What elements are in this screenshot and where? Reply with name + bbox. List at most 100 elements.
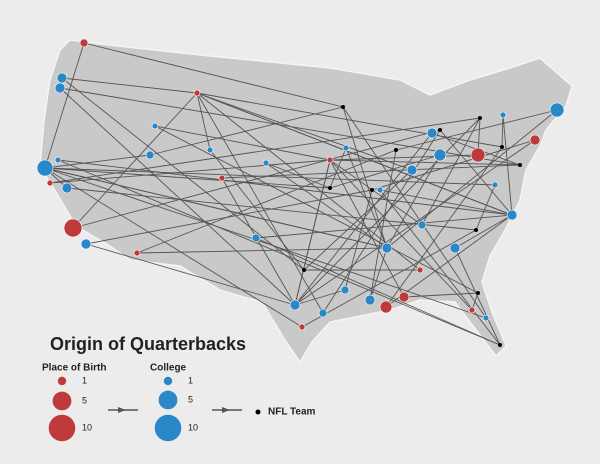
route xyxy=(439,129,513,216)
map-marker xyxy=(262,159,270,167)
map-marker xyxy=(433,148,447,162)
map-marker xyxy=(193,89,201,97)
route xyxy=(44,167,388,249)
route xyxy=(342,106,487,319)
map-marker xyxy=(449,242,461,254)
markers xyxy=(36,38,565,347)
route xyxy=(475,184,496,231)
team-dot xyxy=(438,128,442,132)
legend-label: 5 xyxy=(188,394,193,404)
map-marker xyxy=(289,299,301,311)
legend-label: 1 xyxy=(188,375,193,385)
route xyxy=(136,247,388,254)
route xyxy=(329,159,423,226)
map-marker xyxy=(326,156,334,164)
route xyxy=(454,247,501,346)
legend-label: 5 xyxy=(82,395,87,405)
team-dot xyxy=(474,228,478,232)
route xyxy=(294,159,331,306)
route xyxy=(44,42,85,169)
route xyxy=(379,189,501,346)
map-marker xyxy=(54,82,66,94)
route xyxy=(294,289,346,306)
legend-marker xyxy=(48,414,76,442)
map-marker xyxy=(80,238,92,250)
route xyxy=(196,92,503,148)
route xyxy=(501,114,504,148)
route xyxy=(255,214,513,239)
route xyxy=(59,87,296,306)
map-marker xyxy=(340,285,350,295)
route xyxy=(329,154,479,161)
map-marker xyxy=(491,181,499,189)
route xyxy=(196,92,513,216)
legend-marker xyxy=(163,376,173,386)
us-outline xyxy=(39,39,573,364)
map-marker xyxy=(470,147,486,163)
route xyxy=(61,77,198,94)
legend-label: 1 xyxy=(82,375,87,385)
map-marker xyxy=(46,179,54,187)
arrow-head xyxy=(118,407,126,413)
route xyxy=(72,129,441,229)
route xyxy=(255,237,501,346)
team-dot xyxy=(498,343,502,347)
legend-marker xyxy=(154,414,182,442)
map-marker xyxy=(376,186,384,194)
map-marker xyxy=(416,266,424,274)
map-marker xyxy=(406,164,418,176)
route xyxy=(44,167,487,319)
network xyxy=(44,42,558,346)
legend-title: College xyxy=(150,363,187,374)
map-marker xyxy=(379,300,393,314)
title: Origin of Quarterbacks xyxy=(50,334,246,354)
map-marker xyxy=(318,308,328,318)
map-marker xyxy=(468,306,476,314)
route xyxy=(44,167,303,328)
route xyxy=(85,243,296,306)
route xyxy=(196,92,211,151)
legend-title: Place of Birth xyxy=(42,363,106,374)
route xyxy=(421,117,481,226)
route xyxy=(369,149,397,301)
legend-marker xyxy=(57,376,67,386)
route xyxy=(403,292,479,298)
route xyxy=(265,162,331,189)
route xyxy=(136,149,397,254)
legend-marker xyxy=(158,390,178,410)
map-marker xyxy=(499,111,507,119)
legend-label: NFL Team xyxy=(268,407,316,418)
map-marker xyxy=(342,144,350,152)
route xyxy=(369,247,388,301)
map-marker xyxy=(54,156,62,164)
route xyxy=(154,125,479,294)
route xyxy=(371,139,536,191)
route xyxy=(83,42,344,108)
route xyxy=(149,106,344,156)
route xyxy=(345,147,388,249)
team-dot xyxy=(341,105,345,109)
route xyxy=(329,154,441,189)
route xyxy=(61,77,305,271)
team-dot xyxy=(370,188,374,192)
team-dot xyxy=(518,163,522,167)
map-marker xyxy=(417,220,427,230)
route xyxy=(221,177,296,306)
route xyxy=(221,164,521,179)
team-dot xyxy=(476,291,480,295)
route xyxy=(385,214,513,308)
route xyxy=(386,109,558,249)
route xyxy=(395,109,558,151)
route xyxy=(386,154,441,249)
legend-marker xyxy=(52,391,72,411)
route xyxy=(49,117,481,184)
map-marker xyxy=(549,102,565,118)
map-marker xyxy=(79,38,89,48)
map-marker xyxy=(529,134,541,146)
route xyxy=(454,214,513,249)
team-dot xyxy=(500,145,504,149)
route xyxy=(57,159,513,216)
team-dot xyxy=(394,148,398,152)
arrow-head xyxy=(222,407,230,413)
